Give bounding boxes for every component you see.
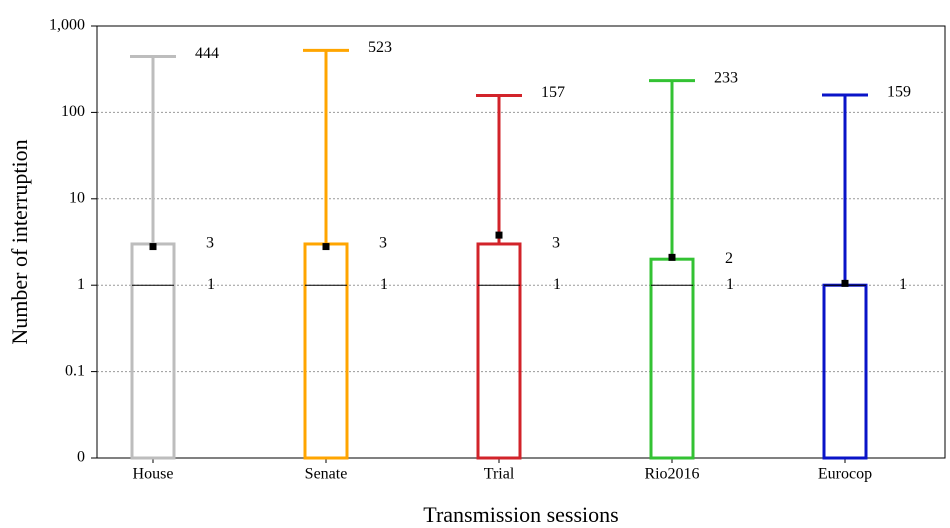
max-label: 523 (368, 39, 392, 56)
max-label: 444 (195, 45, 219, 62)
y-axis-title: Number of interruption (7, 139, 32, 344)
mean-marker (322, 243, 330, 251)
q3-label: 3 (552, 235, 560, 252)
x-tick-label: Trial (484, 466, 515, 483)
q3-label: 3 (206, 235, 214, 252)
median-label: 1 (726, 276, 734, 293)
y-tick-label: 0 (77, 449, 85, 466)
x-tick-label: Senate (305, 466, 348, 483)
q3-label: 3 (379, 235, 387, 252)
median-label: 1 (380, 276, 388, 293)
y-tick-label: 1 (77, 276, 85, 293)
x-tick-label: Rio2016 (644, 466, 699, 483)
box (303, 242, 349, 460)
mean-marker (495, 231, 503, 239)
max-label: 233 (714, 69, 738, 86)
y-tick-label: 0.1 (65, 362, 85, 379)
x-tick-label: Eurocop (818, 466, 872, 483)
mean-marker (149, 243, 157, 251)
y-tick-label: 10 (69, 189, 85, 206)
mean-marker (668, 253, 676, 261)
x-axis-title: Transmission sessions (423, 502, 618, 527)
max-label: 157 (541, 84, 565, 101)
y-tick-label: 1,000 (49, 17, 85, 34)
max-label: 159 (887, 84, 911, 101)
mean-marker (841, 279, 849, 287)
box (476, 242, 522, 460)
median-label: 1 (899, 276, 907, 293)
q3-label: 2 (725, 250, 733, 267)
median-label: 1 (207, 276, 215, 293)
median-label: 1 (553, 276, 561, 293)
y-tick-label: 100 (61, 103, 85, 120)
x-tick-label: House (133, 466, 174, 483)
box (130, 242, 176, 460)
box (649, 257, 695, 460)
